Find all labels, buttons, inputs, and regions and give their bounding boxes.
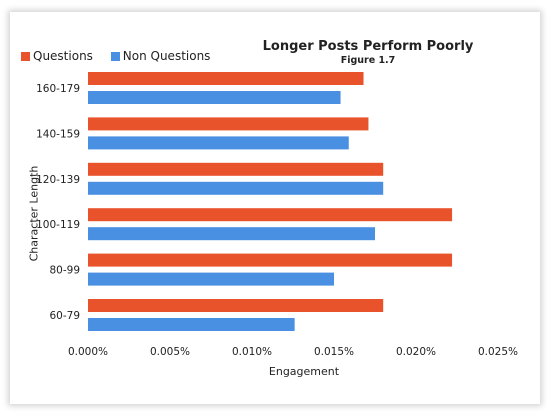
title-block: Longer Posts Perform Poorly Figure 1.7 — [258, 39, 478, 66]
bar-questions-100-119 — [88, 208, 453, 222]
x-tick-label: 0.010% — [232, 346, 272, 358]
legend-label-non-questions: Non Questions — [122, 49, 211, 63]
y-tick-label: 160-179 — [36, 83, 80, 95]
chart-title: Longer Posts Perform Poorly — [262, 39, 474, 54]
legend: Questions Non Questions — [21, 49, 224, 64]
bar-questions-120-139 — [88, 162, 384, 176]
y-tick-label: 80-99 — [49, 265, 80, 277]
x-tick-label: 0.015% — [314, 346, 354, 358]
bar-questions-160-179 — [88, 72, 364, 85]
bar-questions-60-79 — [88, 299, 384, 312]
x-tick-label: 0.025% — [478, 346, 518, 358]
chart-subtitle: Figure 1.7 — [340, 55, 396, 66]
y-tick-label: 100-119 — [36, 219, 80, 231]
x-tick-label: 0.000% — [68, 346, 108, 358]
bar-non-questions-100-119 — [88, 227, 375, 241]
bar-non-questions-120-139 — [88, 181, 384, 195]
y-tick-label: 120-139 — [36, 174, 80, 186]
bar-questions-140-159 — [88, 117, 369, 131]
bar-non-questions-80-99 — [88, 272, 334, 286]
x-tick-label: 0.020% — [396, 346, 436, 358]
chart-card: Questions Non Questions Longer Posts Per… — [10, 12, 540, 404]
legend-item-questions: Questions — [21, 49, 93, 63]
chart-plot: 60-79 80-99 100-119 120-139 140-159 160-179 0.… — [36, 72, 518, 358]
legend-label-questions: Questions — [33, 49, 93, 63]
bar-questions-80-99 — [88, 253, 453, 267]
y-tick-label: 60-79 — [49, 310, 80, 322]
legend-swatch-questions — [21, 51, 30, 61]
bar-non-questions-160-179 — [88, 91, 341, 104]
bar-non-questions-140-159 — [88, 136, 349, 150]
legend-swatch-non-questions — [110, 51, 120, 61]
legend-item-non-questions: Non Questions — [110, 49, 211, 63]
x-tick-label: 0.005% — [150, 346, 190, 358]
x-axis-label: Engagement — [268, 365, 340, 378]
y-tick-label: 140-159 — [36, 128, 80, 140]
bar-non-questions-60-79 — [88, 318, 295, 331]
